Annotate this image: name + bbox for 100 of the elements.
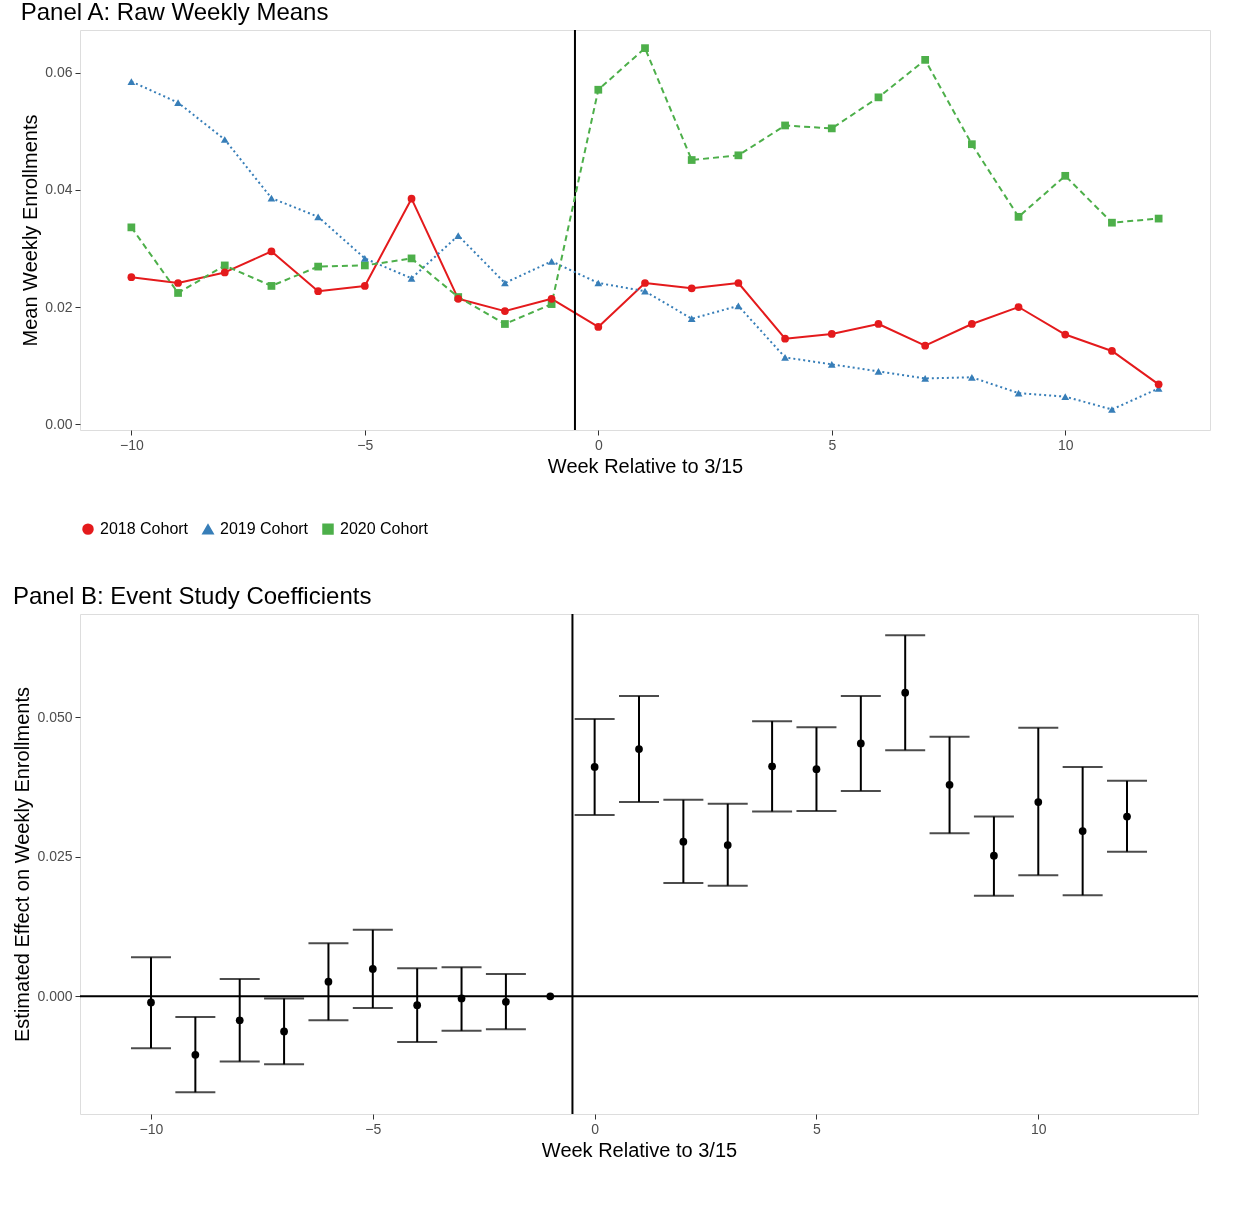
point [921,341,930,350]
y-axis-title: Mean Weekly Enrollments [19,114,42,347]
y-tick-label: 0.025 [37,848,73,865]
point [1034,798,1043,806]
point [191,1050,200,1059]
y-tick-label: 0.000 [37,987,73,1004]
point [856,739,865,748]
point [768,762,776,771]
point [360,261,369,270]
point [220,136,229,143]
point [635,745,643,753]
point [174,279,182,287]
y-tick-label: 0.00 [45,415,73,432]
point [547,294,556,303]
point [1061,171,1070,180]
x-tick-label: 5 [828,436,837,453]
point [827,361,836,368]
point [781,121,789,130]
point [235,1016,244,1025]
point [546,992,555,1001]
y-tick-label: 0.02 [45,298,73,315]
point [967,320,976,328]
point [360,255,369,262]
x-tick-label: 0 [594,436,603,453]
x-tick-label: −5 [365,1120,382,1137]
point [723,841,732,849]
point [781,334,789,343]
point [641,44,649,53]
point [590,763,599,771]
point [734,151,743,160]
point [641,279,649,287]
point [314,287,323,296]
x-axis-title: Week Relative to 3/15 [541,1138,738,1161]
point [734,302,743,310]
point [174,99,182,106]
point [127,273,136,282]
point [901,688,910,697]
point [641,287,649,295]
point [267,247,276,256]
point [1014,212,1023,221]
point [174,289,182,297]
point [127,223,136,232]
point [220,261,229,270]
point [921,56,930,64]
point [874,368,883,375]
point [324,977,333,986]
x-tick-label: 0 [591,1120,600,1137]
point [220,268,229,277]
point [1123,812,1131,821]
point [827,124,836,133]
point [812,765,821,773]
point [990,851,998,860]
point [407,274,416,282]
x-tick-label: 5 [813,1120,822,1137]
point [127,78,136,85]
point [280,1027,288,1036]
point [368,965,377,973]
point [874,320,883,328]
point [360,282,369,290]
point [1154,380,1163,389]
x-axis-title: Week Relative to 3/15 [547,454,744,477]
point [1014,303,1023,311]
y-tick-label: 0.050 [37,708,73,725]
point [594,85,603,94]
point [1078,827,1087,835]
point [1108,406,1116,413]
point [781,354,789,361]
point [314,262,323,271]
point [967,140,976,149]
point [1061,393,1070,400]
point [921,375,930,382]
point [547,257,556,265]
point [454,232,463,239]
point [827,330,836,338]
x-tick-label: −5 [357,436,374,453]
chart-title: Panel B: Event Study Coefficients [12,582,372,609]
legend-label: 2018 Cohort [100,520,189,538]
point [874,93,883,102]
legend-label: 2019 Cohort [220,520,309,538]
chart-title: Panel A: Raw Weekly Means [20,0,329,25]
y-tick-label: 0.06 [45,64,73,81]
x-tick-label: −10 [139,1120,164,1137]
point [501,307,509,315]
point [457,994,466,1003]
y-axis-title: Estimated Effect on Weekly Enrollments [11,687,34,1042]
point [407,194,416,203]
point [314,213,323,221]
point [687,156,696,164]
point [734,279,743,287]
point [945,780,954,789]
x-tick-label: 10 [1057,436,1074,453]
point [967,373,976,381]
y-tick-label: 0.04 [45,181,73,198]
x-tick-label: 10 [1031,1120,1047,1137]
legend-label: 2020 Cohort [340,520,429,538]
point [679,837,688,846]
point [1108,347,1116,355]
point [1061,330,1070,339]
point [501,320,509,328]
point [267,282,276,290]
